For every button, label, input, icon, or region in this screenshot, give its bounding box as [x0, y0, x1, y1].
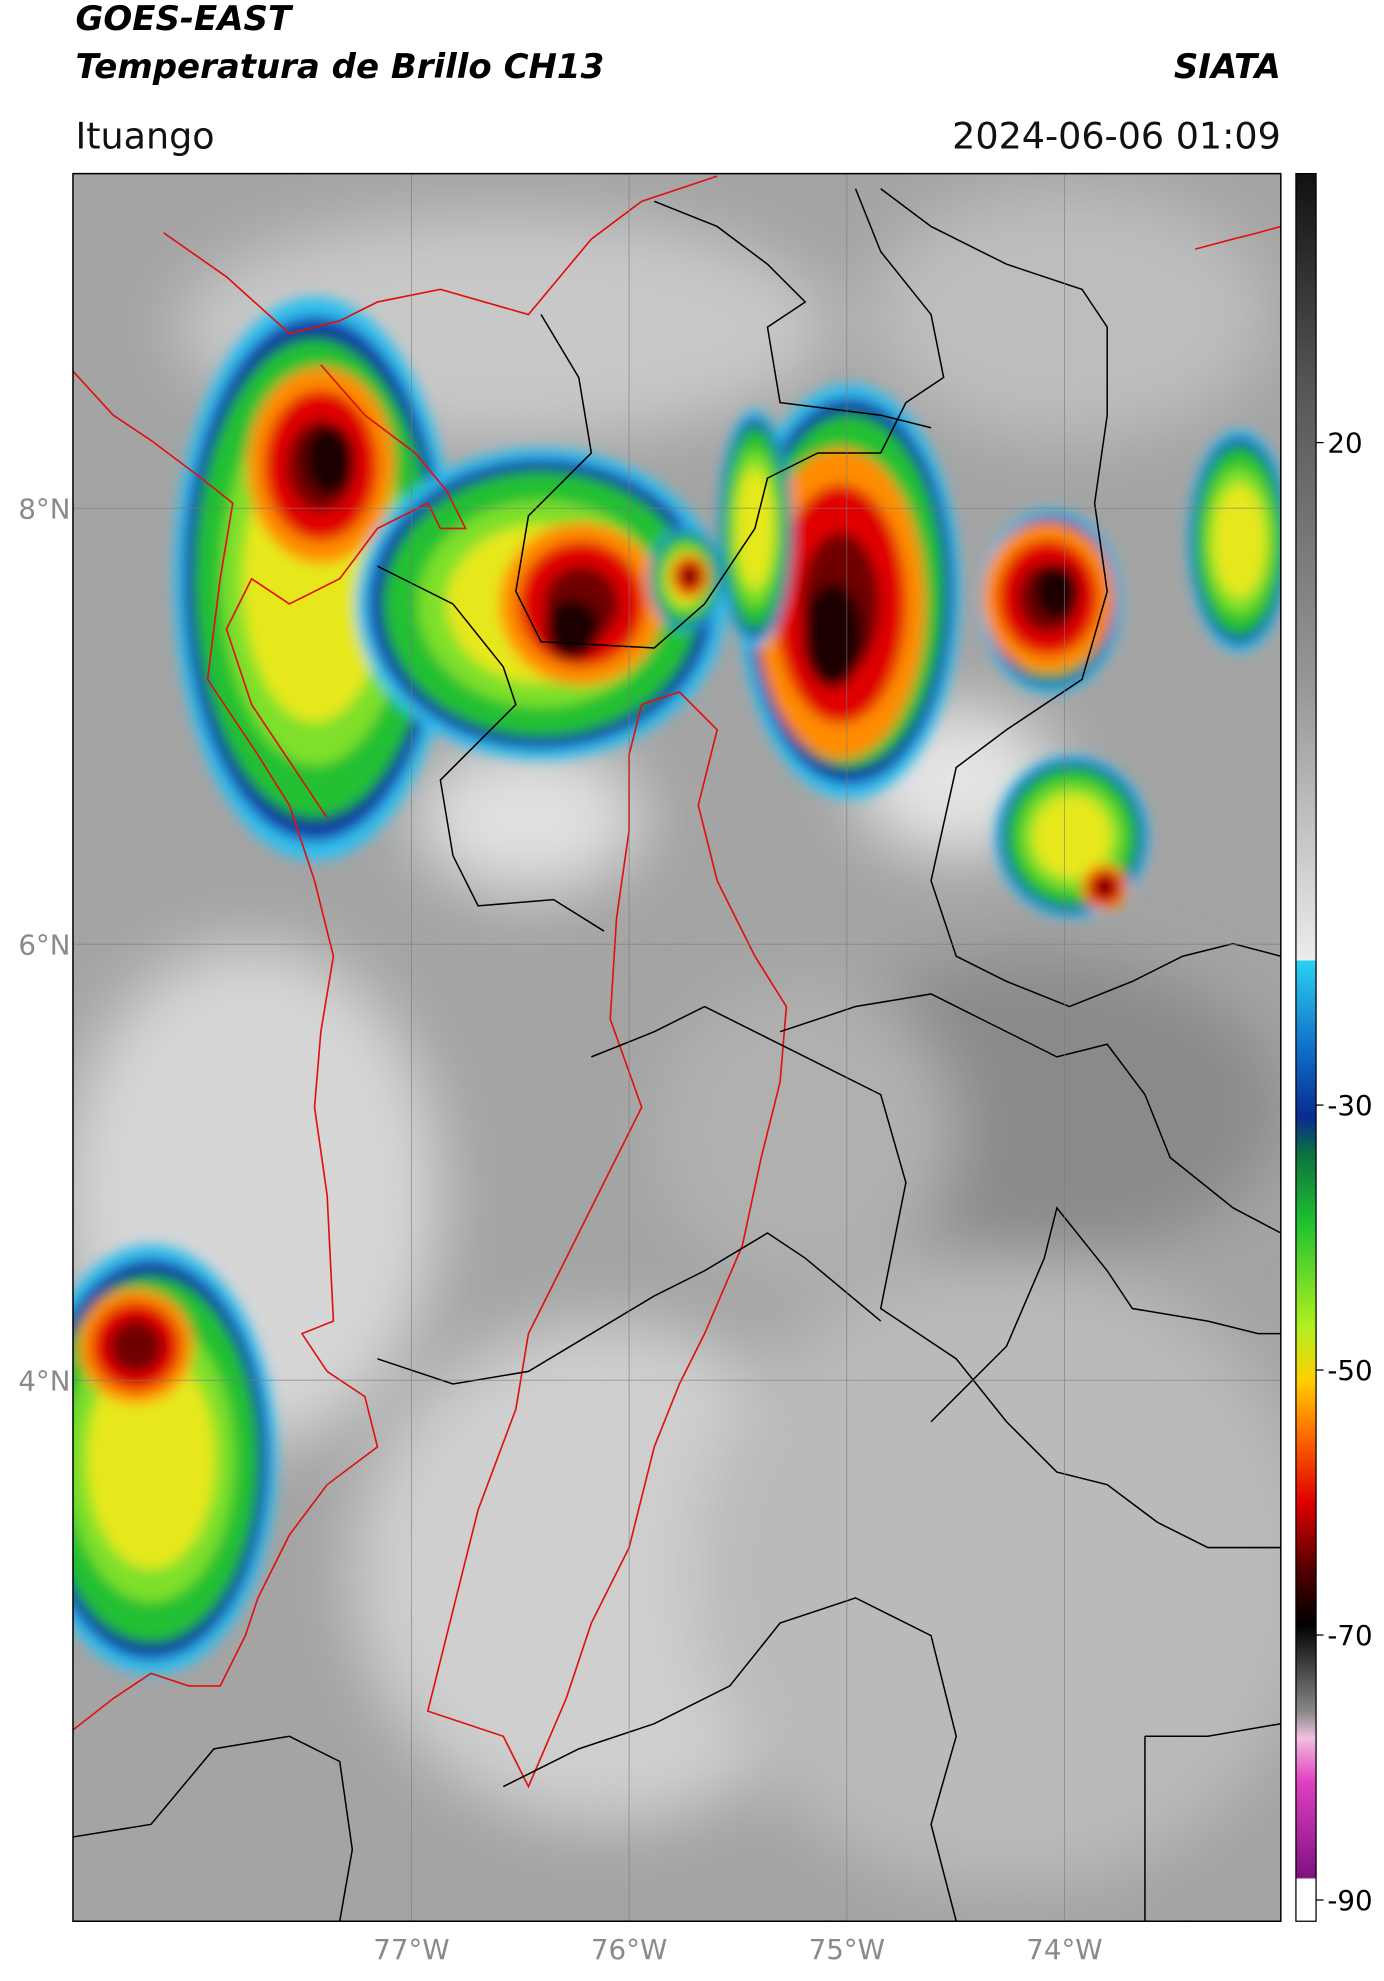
cloud-core — [680, 565, 699, 587]
border — [1144, 1722, 1281, 1738]
cloud-core — [802, 582, 864, 689]
colorbar-ticks: 20 -30 -50 -70 -90 — [1316, 427, 1373, 1917]
cloud-core — [1094, 876, 1116, 898]
lat-tick-label: 8°N — [18, 492, 70, 525]
colorbar-tick-label: 20 — [1327, 427, 1362, 460]
lon-tick-label: 75°W — [809, 1933, 885, 1966]
cloud-core — [544, 598, 601, 660]
cloud-layer — [1212, 484, 1266, 598]
border — [377, 565, 605, 932]
border — [930, 1206, 1281, 1423]
title: GOES-EAST — [75, 0, 293, 39]
lat-tick-label: 4°N — [18, 1364, 70, 1397]
cloud-core — [109, 1319, 163, 1373]
storm-cells — [72, 296, 1281, 1675]
map-frame — [72, 172, 1282, 1922]
cloud-core — [304, 424, 355, 495]
coastline — [72, 370, 379, 1731]
coastline-ne — [1195, 225, 1281, 250]
border — [653, 200, 932, 429]
colorbar-tick-label: -70 — [1327, 1619, 1372, 1652]
border — [502, 1597, 957, 1922]
colorbar-tick-label: -30 — [1327, 1089, 1372, 1122]
datetime: 2024-06-06 01:09 — [952, 114, 1281, 157]
cloud-core — [1034, 563, 1080, 620]
border — [591, 1005, 1281, 1549]
colorbar-tick-label: -50 — [1327, 1354, 1372, 1387]
antioquia-border — [225, 364, 467, 819]
brand: SIATA — [1174, 47, 1281, 87]
border — [880, 188, 1281, 1008]
coastline-north — [163, 175, 718, 335]
lat-tick-label: 6°N — [18, 928, 70, 961]
region: Ituango — [75, 114, 214, 157]
colorbar-tick-label: -90 — [1327, 1884, 1372, 1917]
axes: 8°N 6°N 4°N 77°W 76°W 75°W 74°W — [18, 492, 1102, 1966]
border — [515, 188, 945, 649]
graticule — [72, 173, 1281, 1922]
border — [72, 1735, 354, 1922]
lon-tick-label: 74°W — [1026, 1933, 1102, 1966]
border — [779, 993, 1281, 1234]
lon-tick-label: 76°W — [591, 1933, 667, 1966]
cloud-layer — [86, 1350, 216, 1569]
map-area — [72, 173, 1281, 1922]
cloud-layer — [1032, 795, 1112, 879]
lon-tick-label: 77°W — [373, 1933, 449, 1966]
cordillera-region — [426, 691, 788, 1789]
colorbar — [1295, 172, 1317, 1922]
subtitle: Temperatura de Brillo CH13 — [75, 47, 604, 87]
